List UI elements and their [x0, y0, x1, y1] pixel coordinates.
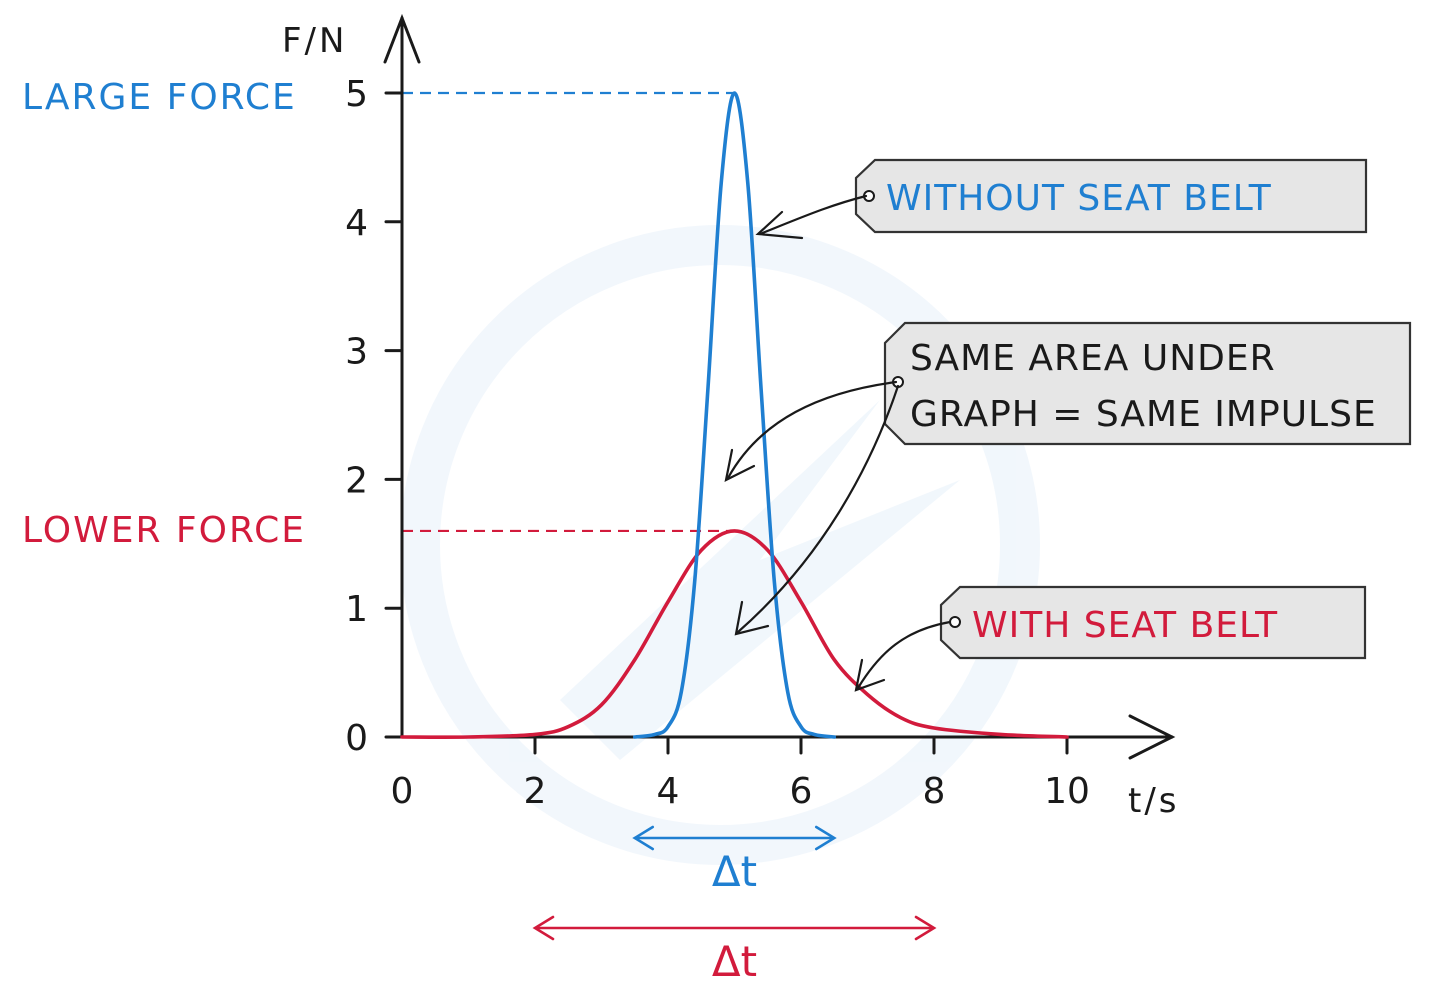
pointer-arrow	[856, 620, 952, 690]
large-force-label: LARGE FORCE	[22, 77, 297, 118]
watermark-logo	[400, 225, 1040, 865]
interval-label: Δt	[712, 937, 757, 982]
interval-arrowhead-right	[814, 825, 837, 851]
x-axis-label: t/s	[1128, 781, 1180, 821]
x-tick-label: 8	[923, 771, 946, 812]
reference-lines	[402, 91, 735, 533]
series-line-without-seat-belt	[632, 91, 837, 739]
x-tick-label: 10	[1044, 771, 1090, 812]
x-tick-label: 2	[524, 771, 547, 812]
interval-arrowhead-left	[532, 915, 555, 941]
x-axis-arrowhead	[1128, 714, 1176, 760]
callout-same-area: SAME AREA UNDER GRAPH = SAME IMPULSE	[724, 321, 1412, 636]
callout-with-label: WITH SEAT BELT	[972, 605, 1278, 646]
callout-box	[939, 585, 1367, 660]
callout-box	[854, 158, 1368, 234]
pointer-arrow-to-blue-area	[726, 380, 898, 480]
interval-arrowhead-right	[914, 915, 937, 941]
y-axis-label: F/N	[282, 21, 347, 61]
interval-arrow: Δt	[532, 915, 937, 982]
callout-without-label: WITHOUT SEAT BELT	[886, 178, 1272, 219]
pointer-arrowhead	[734, 600, 770, 636]
x-tick-label: 4	[657, 771, 680, 812]
callout-dot	[949, 616, 961, 628]
callout-same-area-line2: GRAPH = SAME IMPULSE	[910, 394, 1377, 435]
series-layer	[400, 91, 1069, 739]
pointer-arrowhead	[724, 448, 756, 482]
pointer-arrowhead	[755, 210, 804, 240]
pointer-arrowhead	[854, 658, 886, 692]
callout-same-area-line1: SAME AREA UNDER	[910, 338, 1276, 379]
x-ticks: 0 2 4 6 8 10	[391, 735, 1090, 812]
pointer-arrow-to-red-area	[736, 384, 900, 634]
y-axis-arrowhead	[383, 13, 421, 64]
y-tick-label: 4	[345, 203, 368, 244]
y-tick-label: 5	[345, 74, 368, 115]
lower-force-label: LOWER FORCE	[22, 510, 306, 551]
callout-without-seat-belt: WITHOUT SEAT BELT	[755, 158, 1368, 240]
callout-box	[883, 321, 1412, 446]
y-tick-label: 1	[345, 589, 368, 630]
intervals-layer: Δt Δt	[532, 825, 937, 982]
interval-arrowhead-left	[632, 825, 655, 851]
interval-arrow: Δt	[632, 825, 837, 896]
y-ticks: 0 1 2 3 4 5	[345, 74, 404, 759]
series-line-with-seat-belt	[400, 529, 1069, 739]
y-tick-label: 0	[345, 718, 368, 759]
x-tick-label: 6	[790, 771, 813, 812]
pointer-arrow	[758, 194, 868, 236]
callout-with-seat-belt: WITH SEAT BELT	[854, 585, 1367, 692]
y-tick-label: 3	[345, 332, 368, 373]
y-tick-label: 2	[345, 460, 368, 501]
x-tick-label: 0	[391, 771, 414, 812]
interval-label: Δt	[712, 847, 757, 896]
